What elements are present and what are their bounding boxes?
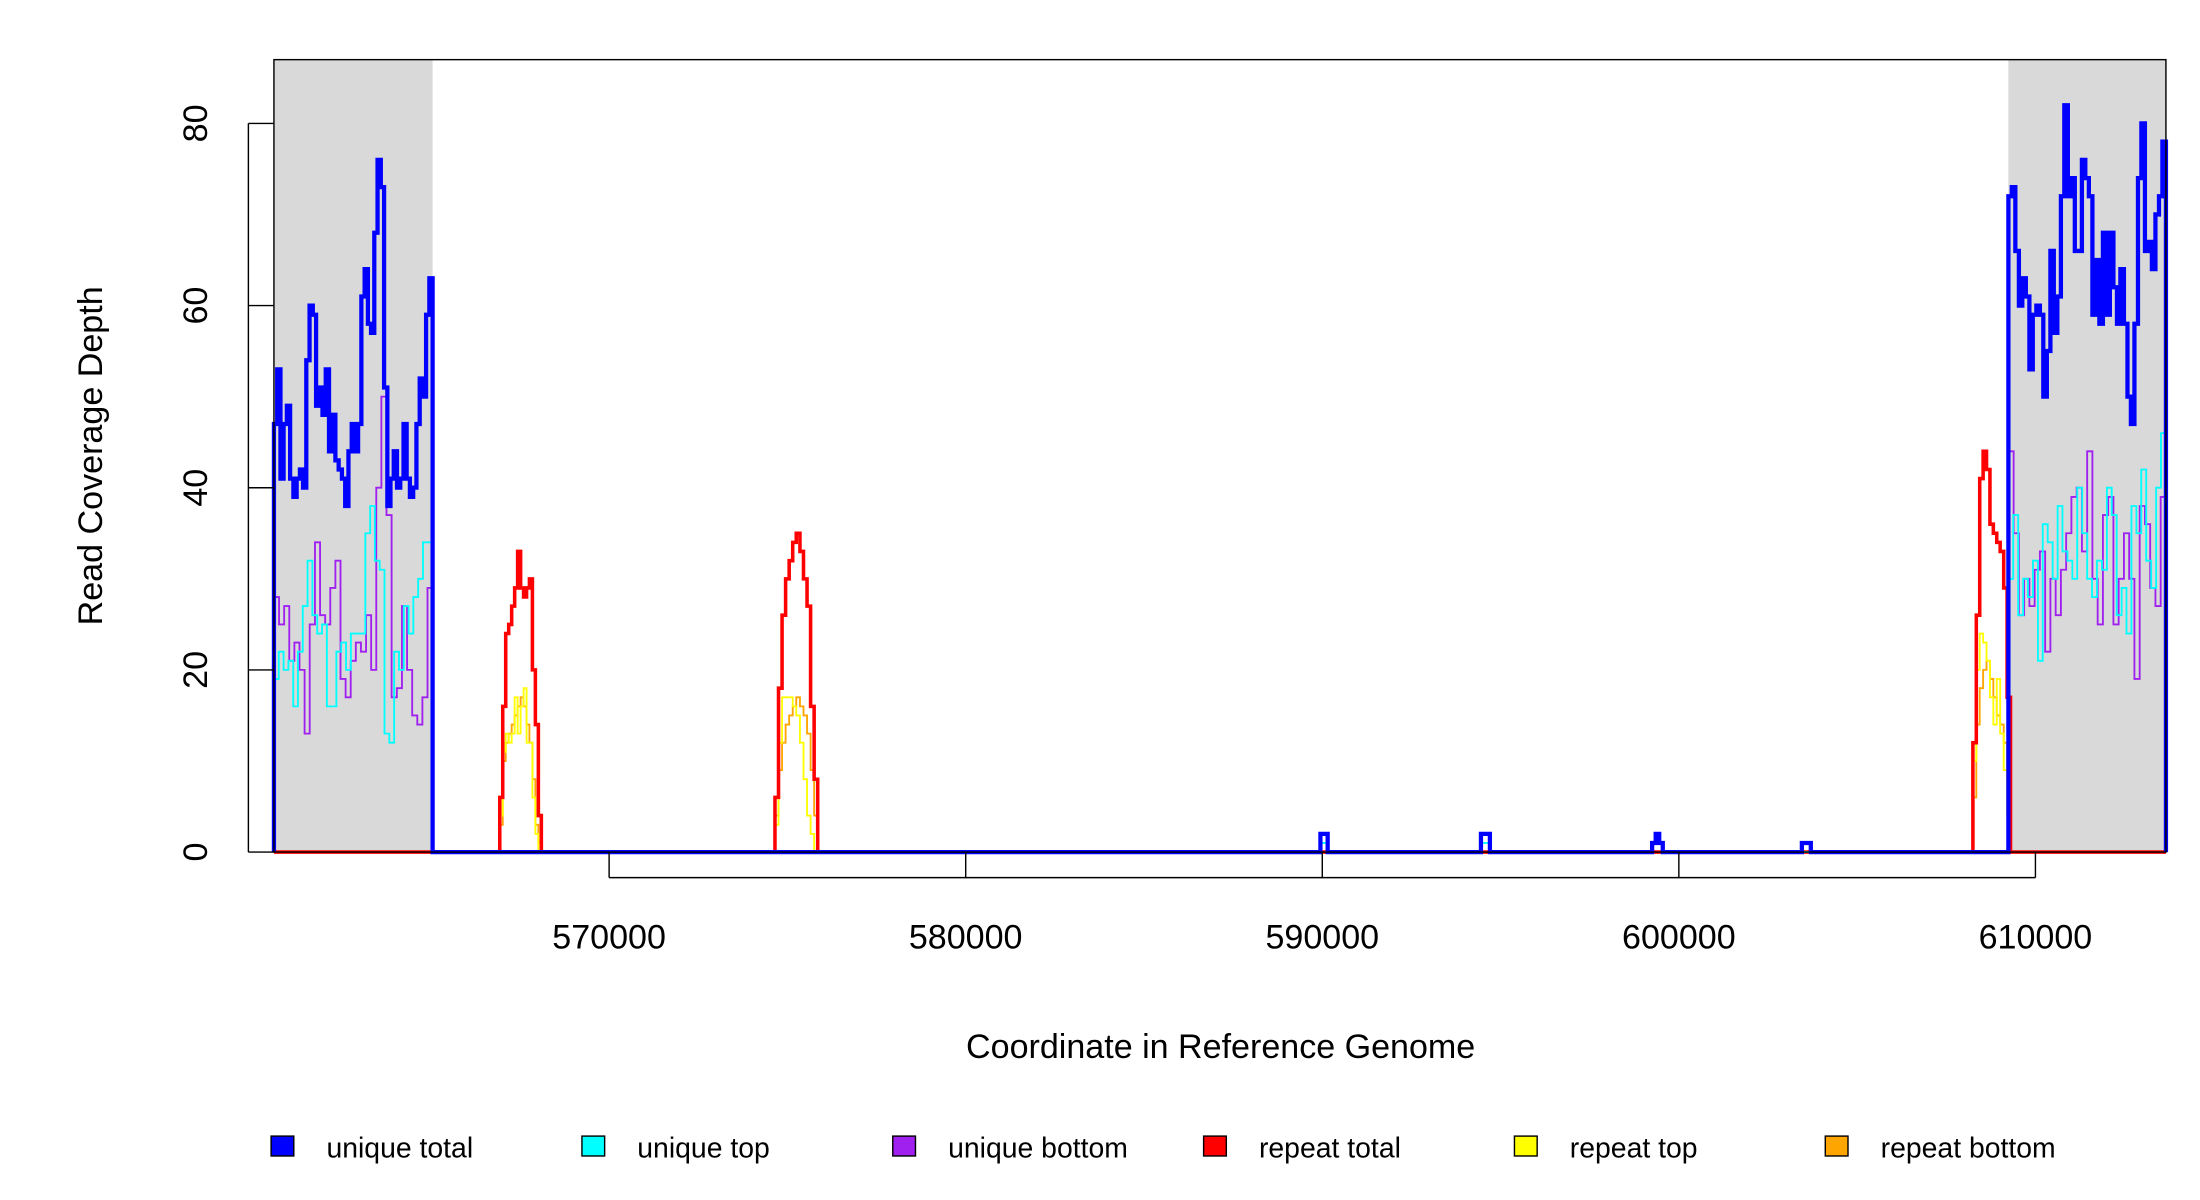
legend-item: unique top [581, 1132, 770, 1164]
series-repeat-bottom [273, 659, 2166, 853]
y-tick-label: 0 [177, 843, 215, 862]
plot-frame [273, 58, 2167, 853]
y-axis-title: Read Coverage Depth [72, 286, 110, 625]
series-unique-total [271, 103, 2169, 855]
legend-label: unique bottom [948, 1132, 1128, 1164]
x-axis: 570000 580000 590000 600000 610000 [552, 852, 2092, 957]
legend-swatch [1824, 1135, 1849, 1157]
legend-swatch [1202, 1135, 1228, 1157]
series-unique-top [273, 432, 2167, 853]
x-tick-label: 600000 [1622, 919, 1736, 957]
x-tick-label: 590000 [1265, 919, 1379, 957]
shaded-region [273, 59, 433, 853]
legend-swatch [270, 1135, 295, 1157]
legend-label: repeat bottom [1881, 1132, 2056, 1164]
series-repeat-top [273, 632, 2166, 853]
legend-swatch [581, 1135, 606, 1157]
y-tick-label: 80 [177, 104, 215, 142]
legend-swatch [892, 1135, 917, 1157]
x-axis-title: Coordinate in Reference Genome [966, 1028, 1475, 1066]
legend-label: repeat total [1259, 1132, 1401, 1164]
x-tick-label: 610000 [1979, 919, 2093, 957]
legend-item: repeat bottom [1824, 1132, 2056, 1164]
y-tick-label: 60 [177, 287, 215, 325]
legend-label: repeat top [1570, 1132, 1698, 1164]
series-unique-bottom [273, 395, 2167, 853]
y-axis: 0 20 40 60 80 [177, 104, 274, 862]
legend-item: unique bottom [892, 1132, 1128, 1164]
legend-label: unique top [637, 1132, 770, 1164]
shaded-regions [273, 59, 2166, 853]
x-tick-label: 570000 [552, 919, 666, 957]
series-repeat-total [273, 449, 2166, 854]
series-lines [271, 103, 2169, 855]
legend-swatch [1513, 1135, 1538, 1157]
y-tick-label: 40 [177, 469, 215, 507]
legend-item: repeat top [1513, 1132, 1698, 1164]
legend-item: repeat total [1202, 1132, 1401, 1164]
x-tick-label: 580000 [909, 919, 1023, 957]
legend-label: unique total [326, 1132, 473, 1164]
y-tick-label: 20 [177, 651, 215, 689]
legend: unique total unique top unique bottom repea… [270, 1132, 2056, 1164]
legend-item: unique total [270, 1132, 473, 1164]
